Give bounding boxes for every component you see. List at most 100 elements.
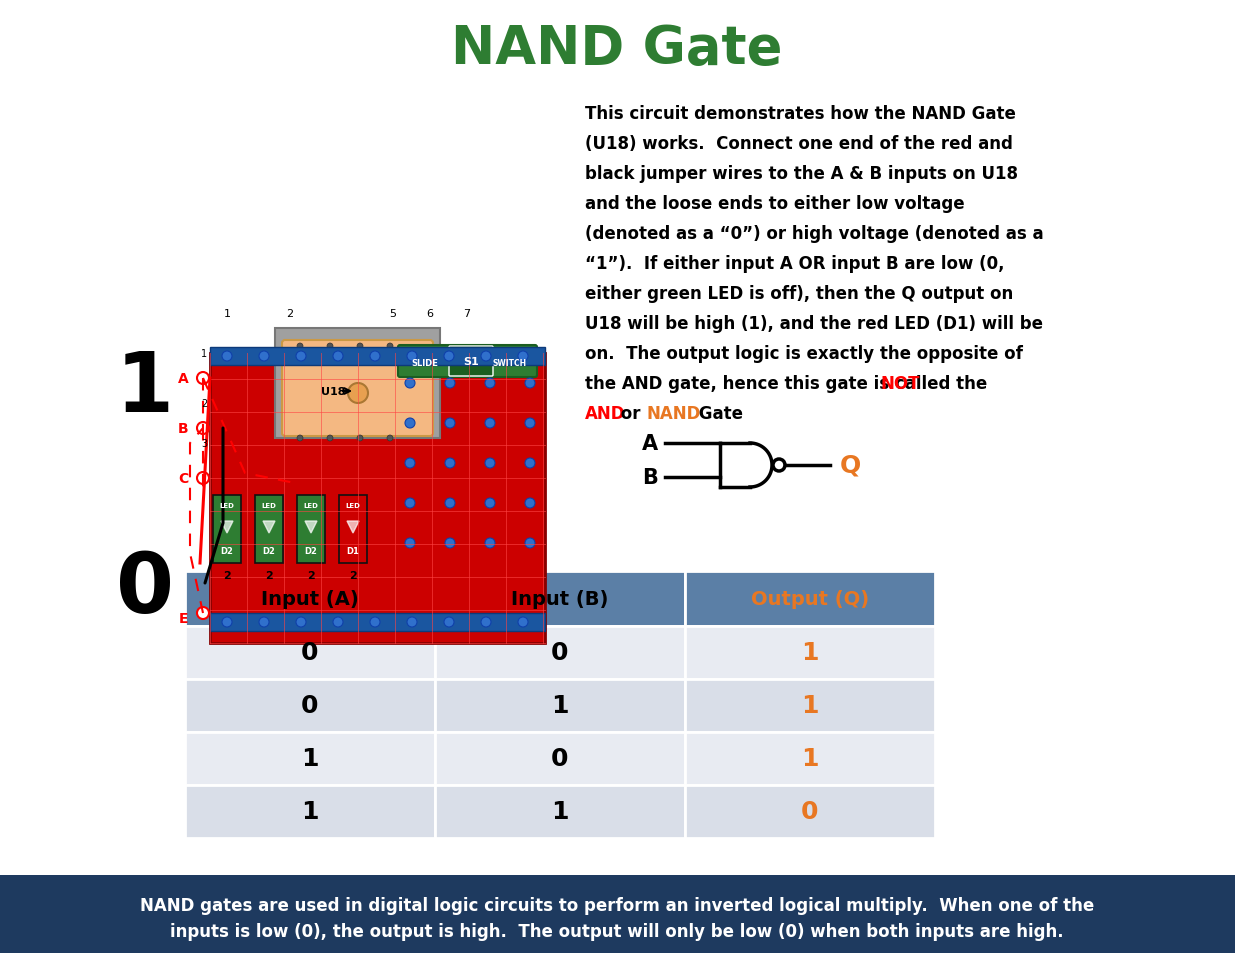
Circle shape <box>405 538 415 548</box>
Bar <box>254 496 283 563</box>
Text: Output (Q): Output (Q) <box>751 589 869 608</box>
Text: on.  The output logic is exactly the opposite of: on. The output logic is exactly the oppo… <box>585 345 1023 363</box>
Text: 1: 1 <box>224 309 231 318</box>
Text: U18: U18 <box>321 387 346 396</box>
Text: black jumper wires to the A & B inputs on U18: black jumper wires to the A & B inputs o… <box>585 165 1018 183</box>
Text: D2: D2 <box>221 547 233 556</box>
Text: 1: 1 <box>116 348 174 429</box>
Text: A: A <box>178 372 189 386</box>
Text: or: or <box>615 405 646 422</box>
Text: either green LED is off), then the Q output on: either green LED is off), then the Q out… <box>585 285 1013 303</box>
Circle shape <box>445 418 454 429</box>
Text: 2: 2 <box>201 398 207 409</box>
Text: LED: LED <box>304 502 319 509</box>
Text: 1: 1 <box>802 747 819 771</box>
Bar <box>185 785 435 838</box>
Text: inputs is low (0), the output is high.  The output will only be low (0) when bot: inputs is low (0), the output is high. T… <box>170 923 1063 941</box>
Text: S1: S1 <box>463 356 479 367</box>
Circle shape <box>198 373 209 385</box>
Text: SWITCH: SWITCH <box>493 359 527 368</box>
Circle shape <box>485 458 495 469</box>
Circle shape <box>327 436 333 441</box>
Circle shape <box>480 618 492 627</box>
Text: D2: D2 <box>305 547 317 556</box>
Text: LED: LED <box>346 502 361 509</box>
Text: LED: LED <box>262 502 277 509</box>
Text: D2: D2 <box>263 547 275 556</box>
Circle shape <box>408 352 417 361</box>
Text: 2: 2 <box>350 571 357 580</box>
Text: 3: 3 <box>201 438 207 449</box>
Bar <box>685 785 935 838</box>
Bar <box>185 626 435 679</box>
Bar <box>275 329 440 438</box>
Bar <box>685 572 935 626</box>
Circle shape <box>259 352 269 361</box>
Bar <box>435 785 685 838</box>
Text: 0: 0 <box>116 548 174 629</box>
Text: 0: 0 <box>802 800 819 823</box>
Bar <box>435 572 685 626</box>
FancyBboxPatch shape <box>282 340 433 436</box>
Circle shape <box>525 458 535 469</box>
Text: 0: 0 <box>551 747 569 771</box>
Circle shape <box>485 378 495 389</box>
Text: B: B <box>642 468 658 488</box>
Circle shape <box>405 498 415 509</box>
Text: AND: AND <box>585 405 625 422</box>
Text: 0: 0 <box>301 694 319 718</box>
Text: 7: 7 <box>463 309 471 318</box>
FancyBboxPatch shape <box>450 347 493 376</box>
Polygon shape <box>263 521 275 534</box>
Bar <box>435 626 685 679</box>
Text: 1: 1 <box>802 640 819 665</box>
Circle shape <box>445 352 454 361</box>
Circle shape <box>485 418 495 429</box>
Circle shape <box>222 352 232 361</box>
Text: (denoted as a “0”) or high voltage (denoted as a: (denoted as a “0”) or high voltage (deno… <box>585 225 1044 243</box>
Bar <box>185 732 435 785</box>
Text: “1”).  If either input A OR input B are low (0,: “1”). If either input A OR input B are l… <box>585 254 1004 273</box>
Polygon shape <box>305 521 317 534</box>
Text: 1: 1 <box>201 349 207 358</box>
Circle shape <box>370 618 380 627</box>
Text: E: E <box>178 612 188 625</box>
Text: 1: 1 <box>551 694 569 718</box>
Circle shape <box>405 378 415 389</box>
Text: B: B <box>178 421 188 436</box>
Circle shape <box>333 352 343 361</box>
Circle shape <box>485 498 495 509</box>
Circle shape <box>525 418 535 429</box>
Text: 1: 1 <box>551 800 569 823</box>
Circle shape <box>445 458 454 469</box>
Circle shape <box>296 352 306 361</box>
Text: 6: 6 <box>426 309 433 318</box>
Circle shape <box>517 352 529 361</box>
Circle shape <box>445 498 454 509</box>
Text: the AND gate, hence this gate is called the: the AND gate, hence this gate is called … <box>585 375 993 393</box>
Circle shape <box>485 538 495 548</box>
Text: 1: 1 <box>301 747 319 771</box>
Circle shape <box>198 422 209 435</box>
Text: NAND: NAND <box>647 405 701 422</box>
Bar <box>210 348 545 366</box>
Circle shape <box>348 384 368 403</box>
Text: NAND gates are used in digital logic circuits to perform an inverted logical mul: NAND gates are used in digital logic cir… <box>140 896 1094 914</box>
Text: U18 will be high (1), and the red LED (D1) will be: U18 will be high (1), and the red LED (D… <box>585 314 1044 333</box>
Bar <box>685 626 935 679</box>
Polygon shape <box>347 521 359 534</box>
Text: 0: 0 <box>551 640 569 665</box>
Text: Input (A): Input (A) <box>261 589 359 608</box>
Bar <box>185 679 435 732</box>
Bar <box>0 875 1235 953</box>
Bar <box>212 496 241 563</box>
Bar <box>338 496 367 563</box>
Bar <box>685 732 935 785</box>
Circle shape <box>198 607 209 619</box>
Circle shape <box>357 436 363 441</box>
Text: 2: 2 <box>287 309 294 318</box>
Circle shape <box>480 352 492 361</box>
Text: 0: 0 <box>301 640 319 665</box>
Circle shape <box>445 618 454 627</box>
Circle shape <box>525 498 535 509</box>
